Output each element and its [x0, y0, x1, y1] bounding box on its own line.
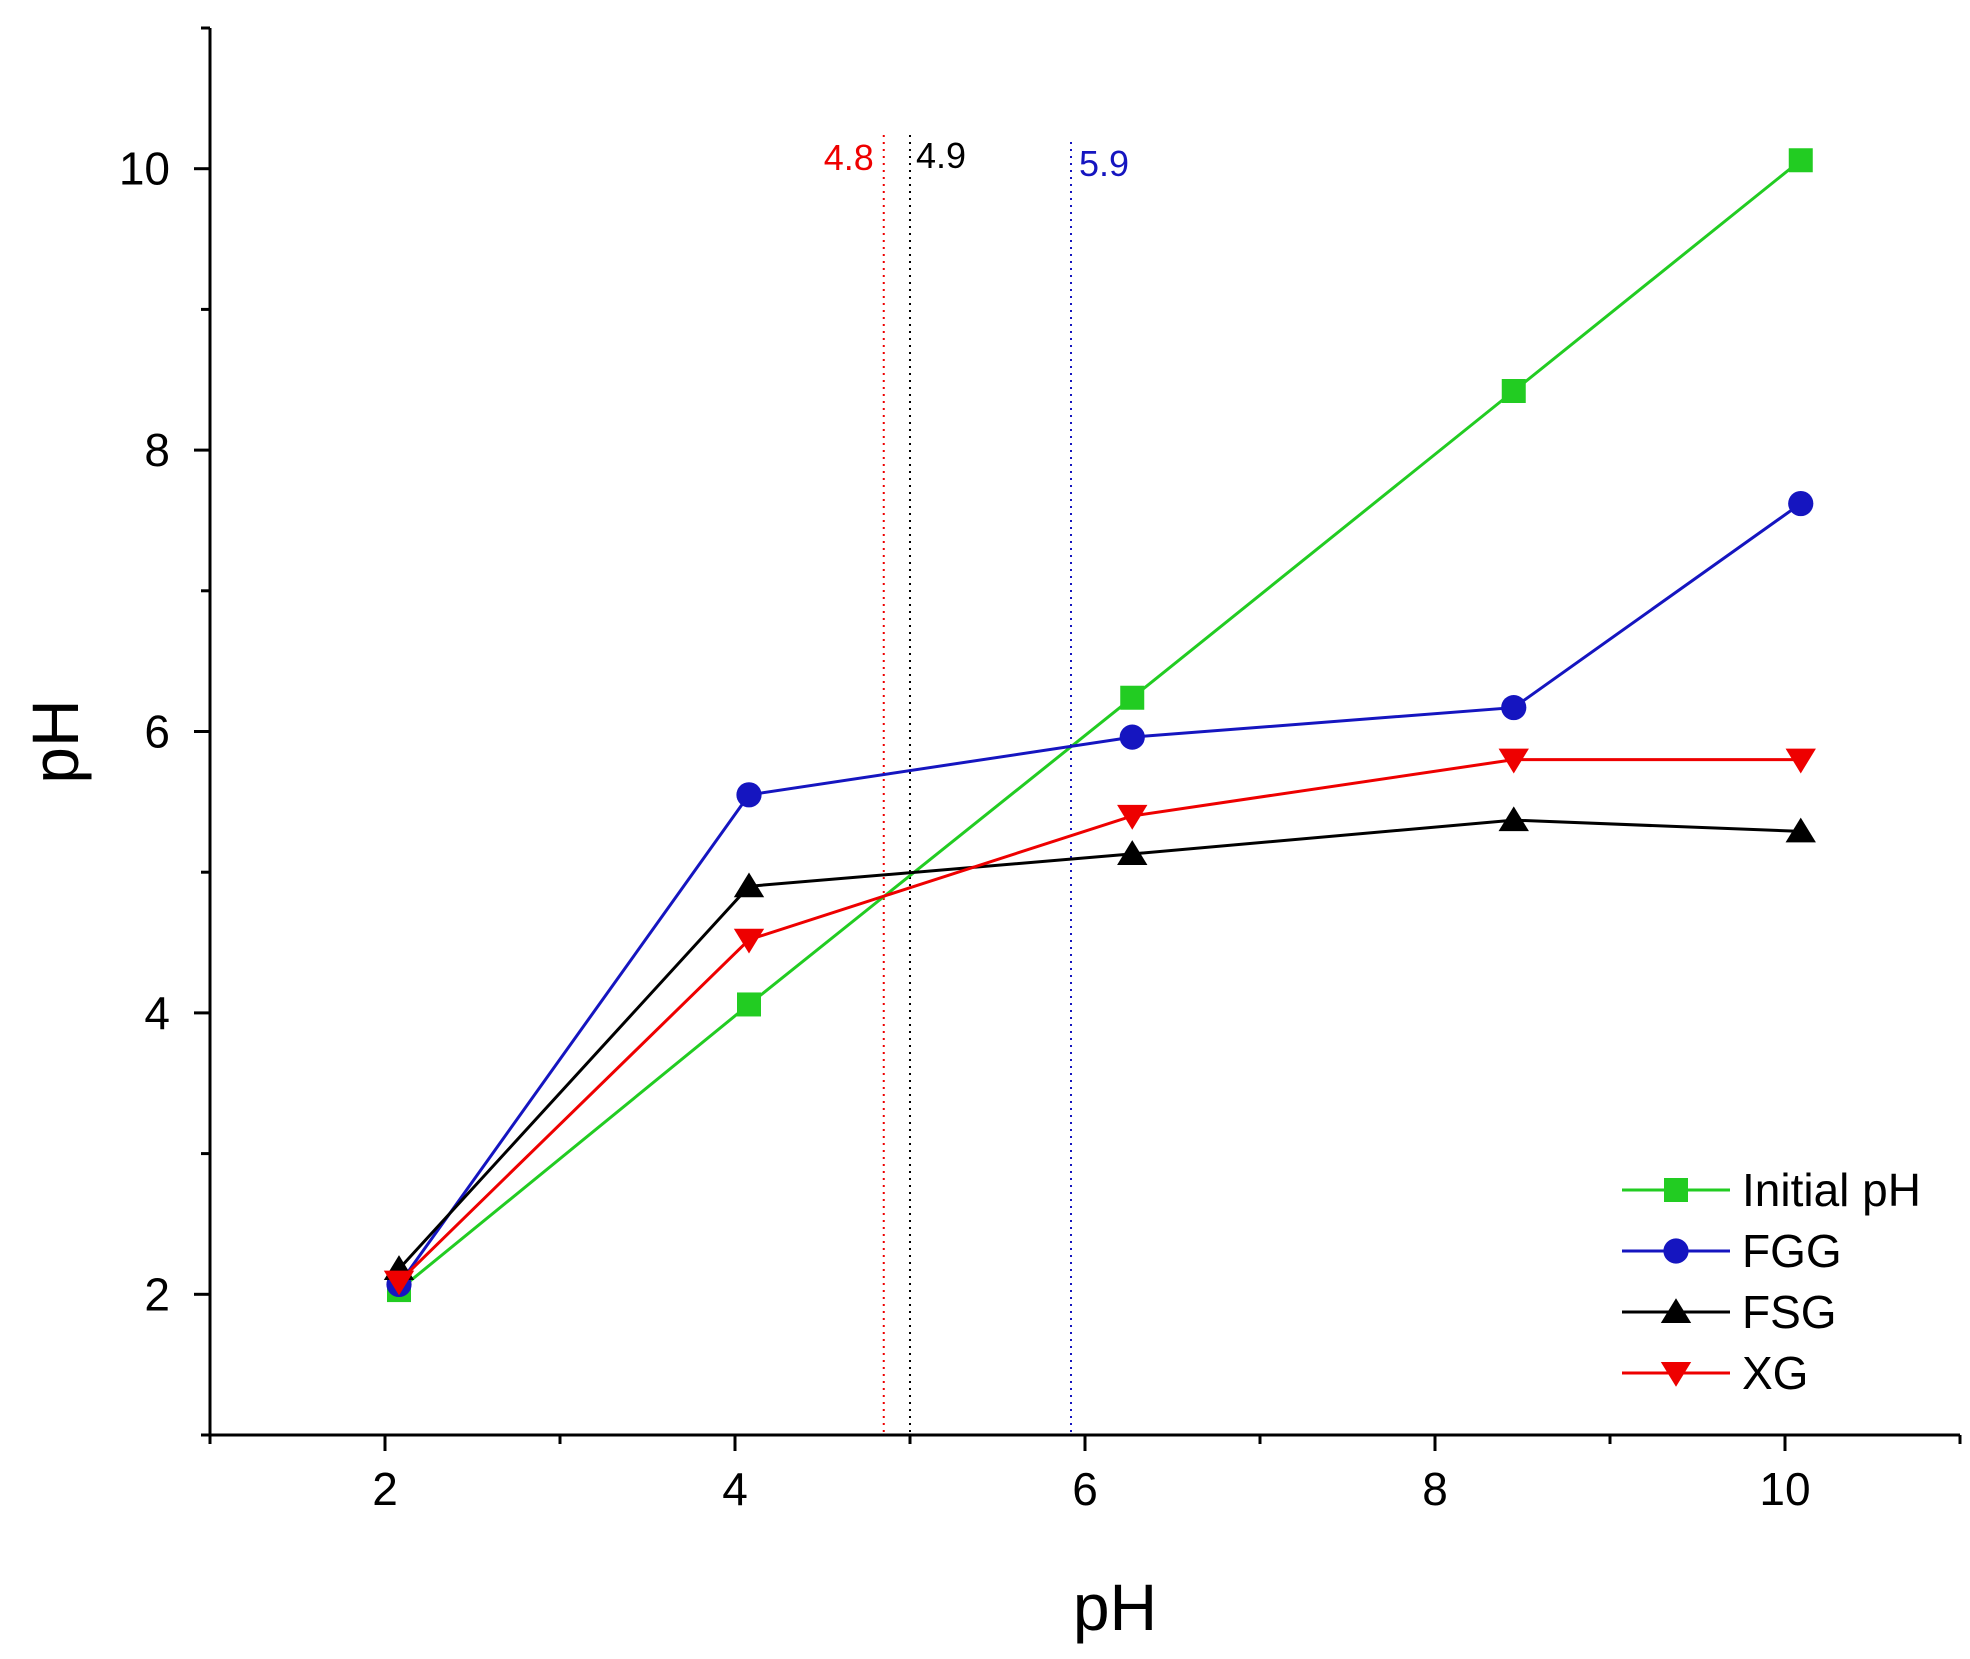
data-point-triangle-up — [1660, 1298, 1692, 1324]
data-point-triangle-up — [1785, 817, 1816, 843]
reference-line-label: 5.9 — [1079, 143, 1129, 184]
y-tick-label: 8 — [144, 424, 170, 476]
data-point-triangle-down — [1785, 748, 1816, 774]
legend-label: Initial pH — [1742, 1164, 1921, 1216]
legend-item: FGG — [1622, 1225, 1842, 1277]
series-line — [397, 818, 1801, 1270]
x-axis-title: pH — [1073, 1570, 1157, 1644]
series-fsg — [397, 818, 1801, 1270]
reference-line-label: 4.8 — [824, 137, 874, 178]
series-fgg — [397, 502, 1802, 1286]
markers-fsg — [383, 806, 1816, 1281]
data-point-triangle-up — [1498, 806, 1529, 832]
data-point-triangle-down — [383, 1270, 415, 1296]
series-xg — [397, 758, 1801, 1283]
data-point-triangle-down — [733, 928, 765, 954]
data-point-circle — [1501, 694, 1527, 721]
legend-item: Initial pH — [1622, 1164, 1921, 1216]
axes-layer: 2 4 6 8 10 2 4 6 8 10 pH pH — [18, 26, 1962, 1644]
data-point-triangle-down — [1498, 748, 1529, 774]
data-point-triangle-down — [1117, 804, 1148, 830]
x-tick-label: 10 — [1759, 1463, 1810, 1515]
y-tick-label: 10 — [119, 143, 170, 195]
data-point-circle — [736, 782, 762, 808]
x-tick-label: 6 — [1072, 1463, 1098, 1515]
markers-xg — [383, 748, 1816, 1296]
data-point-square — [1788, 148, 1813, 173]
data-point-circle — [1119, 724, 1145, 750]
data-point-triangle-down — [1660, 1361, 1692, 1387]
y-axis-title: pH — [18, 699, 92, 783]
reference-lines-layer: 4.8 4.9 5.9 — [824, 135, 1129, 1435]
data-point-square — [1501, 379, 1526, 404]
y-tick-label: 6 — [144, 706, 170, 758]
y-tick-label: 2 — [144, 1268, 170, 1320]
legend: Initial pH FGG FSG XG — [1622, 1164, 1921, 1399]
x-tick-label: 4 — [722, 1463, 748, 1515]
data-point-square — [737, 992, 761, 1017]
x-tick-label: 2 — [372, 1463, 398, 1515]
legend-item: XG — [1622, 1347, 1808, 1399]
x-tick-label: 8 — [1422, 1463, 1448, 1515]
legend-label: FGG — [1742, 1225, 1842, 1277]
series-line — [397, 758, 1801, 1283]
legend-label: FSG — [1742, 1286, 1837, 1338]
reference-line-label: 4.9 — [916, 135, 966, 176]
data-point-triangle-up — [1117, 840, 1148, 865]
markers-fgg — [386, 490, 1814, 1298]
data-point-circle — [1788, 490, 1814, 517]
series-layer — [383, 148, 1816, 1303]
data-point-square — [1664, 1178, 1688, 1202]
series-line — [398, 159, 1802, 1292]
data-point-circle — [1663, 1238, 1689, 1264]
legend-item: FSG — [1622, 1286, 1837, 1338]
data-point-square — [1120, 685, 1145, 710]
data-point-triangle-up — [733, 872, 765, 898]
legend-label: XG — [1742, 1347, 1808, 1399]
series-line — [397, 502, 1802, 1286]
series-initial-ph — [398, 159, 1802, 1292]
y-tick-label: 4 — [144, 987, 170, 1039]
